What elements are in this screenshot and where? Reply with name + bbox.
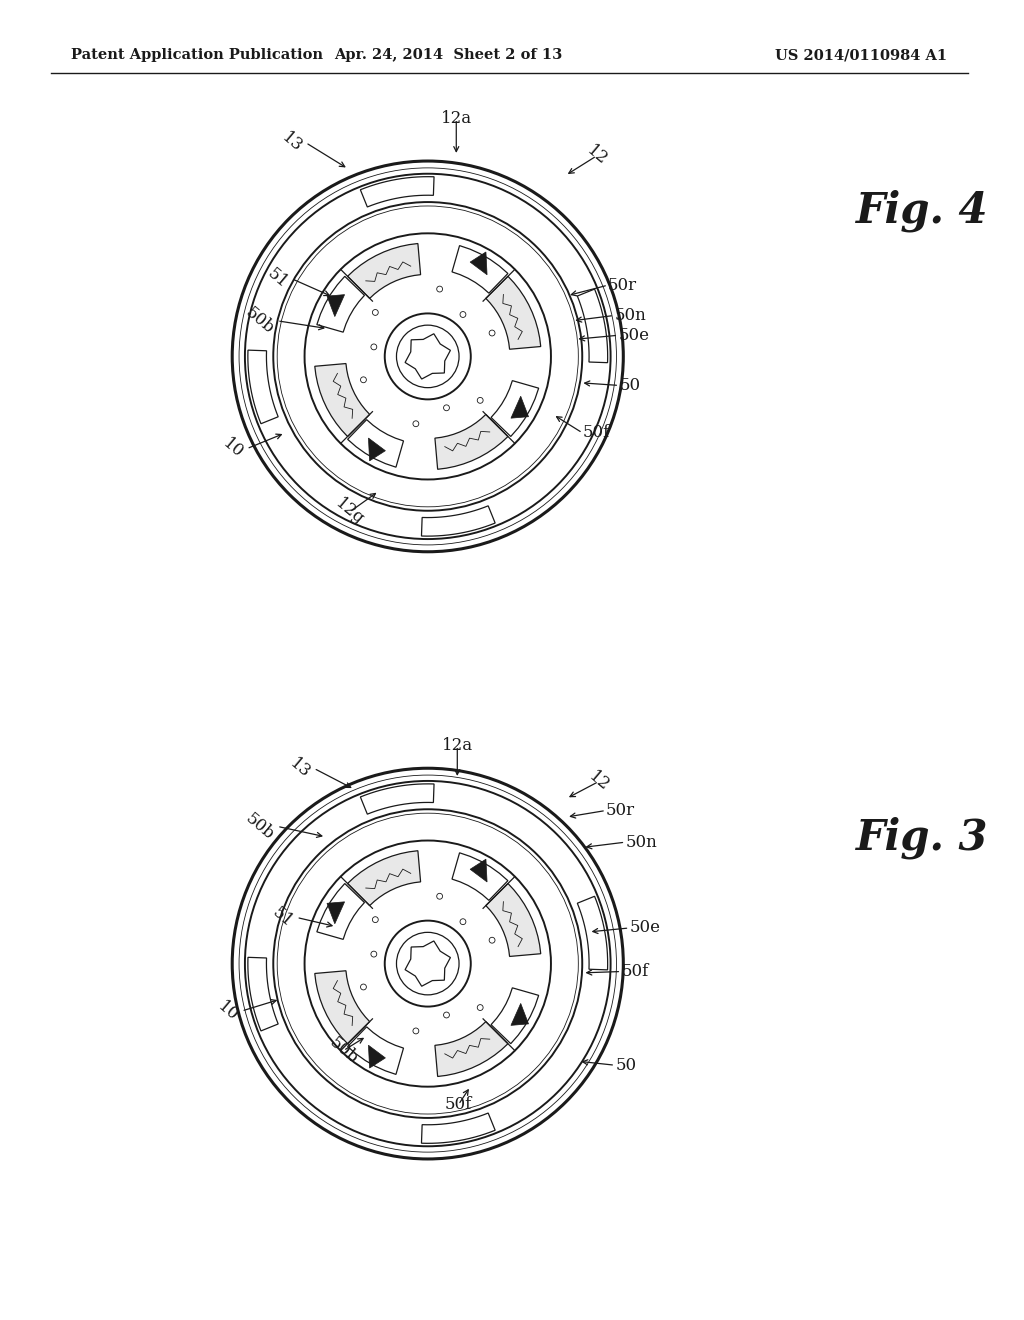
Ellipse shape [245, 174, 610, 539]
Polygon shape [406, 941, 451, 986]
Text: 50f: 50f [444, 1097, 472, 1113]
Polygon shape [470, 252, 487, 275]
Text: 12a: 12a [440, 111, 472, 127]
Polygon shape [422, 506, 496, 536]
Ellipse shape [396, 932, 459, 995]
Text: 50n: 50n [614, 308, 646, 323]
Polygon shape [248, 957, 279, 1031]
Polygon shape [406, 334, 451, 379]
Ellipse shape [360, 983, 367, 990]
Text: 50: 50 [620, 378, 640, 393]
Text: 13: 13 [287, 755, 313, 781]
Polygon shape [492, 987, 539, 1044]
Ellipse shape [413, 421, 419, 426]
Text: Fig. 3: Fig. 3 [855, 817, 988, 859]
Ellipse shape [373, 309, 378, 315]
Polygon shape [511, 1003, 528, 1026]
Text: 51: 51 [269, 904, 296, 931]
Polygon shape [316, 883, 365, 940]
Ellipse shape [371, 952, 377, 957]
Polygon shape [435, 414, 508, 470]
Ellipse shape [477, 1005, 483, 1011]
Ellipse shape [273, 809, 583, 1118]
Polygon shape [492, 380, 539, 437]
Text: 13: 13 [279, 129, 305, 156]
Text: 50e: 50e [618, 327, 649, 343]
Text: 50f: 50f [622, 964, 648, 979]
Polygon shape [327, 902, 345, 924]
Polygon shape [314, 970, 370, 1044]
Polygon shape [578, 896, 607, 970]
Polygon shape [314, 363, 370, 437]
Text: US 2014/0110984 A1: US 2014/0110984 A1 [775, 49, 947, 62]
Text: 10: 10 [214, 998, 242, 1024]
Polygon shape [452, 853, 508, 900]
Polygon shape [248, 350, 279, 424]
Ellipse shape [273, 202, 583, 511]
Ellipse shape [436, 286, 442, 292]
Polygon shape [470, 859, 487, 882]
Ellipse shape [443, 405, 450, 411]
Polygon shape [347, 850, 421, 906]
Polygon shape [452, 246, 508, 293]
Polygon shape [327, 294, 345, 317]
Ellipse shape [360, 376, 367, 383]
Text: 51: 51 [264, 265, 291, 292]
Ellipse shape [489, 937, 495, 944]
Text: 50r: 50r [608, 277, 637, 293]
Polygon shape [485, 276, 541, 350]
Ellipse shape [460, 919, 466, 924]
Ellipse shape [304, 841, 551, 1086]
Ellipse shape [477, 397, 483, 404]
Ellipse shape [371, 345, 377, 350]
Text: 12: 12 [584, 143, 610, 169]
Text: 12g: 12g [332, 495, 367, 529]
Text: 12: 12 [586, 768, 612, 795]
Text: Fig. 4: Fig. 4 [855, 190, 988, 232]
Text: 50f: 50f [583, 425, 610, 441]
Polygon shape [511, 396, 528, 418]
Text: 10: 10 [219, 436, 247, 462]
Ellipse shape [413, 1028, 419, 1034]
Ellipse shape [245, 781, 610, 1146]
Polygon shape [485, 883, 541, 957]
Ellipse shape [489, 330, 495, 337]
Polygon shape [316, 276, 365, 333]
Polygon shape [422, 1113, 496, 1143]
Ellipse shape [304, 234, 551, 479]
Ellipse shape [373, 916, 378, 923]
Text: 12a: 12a [441, 738, 473, 754]
Ellipse shape [460, 312, 466, 317]
Ellipse shape [396, 325, 459, 388]
Text: 50n: 50n [626, 834, 657, 850]
Polygon shape [369, 438, 385, 461]
Polygon shape [347, 243, 421, 298]
Text: 50b: 50b [326, 1034, 360, 1068]
Text: Patent Application Publication: Patent Application Publication [72, 49, 324, 62]
Ellipse shape [385, 920, 471, 1007]
Polygon shape [347, 420, 403, 467]
Text: 50e: 50e [630, 920, 660, 936]
Polygon shape [360, 177, 434, 207]
Text: Apr. 24, 2014  Sheet 2 of 13: Apr. 24, 2014 Sheet 2 of 13 [334, 49, 562, 62]
Polygon shape [347, 1027, 403, 1074]
Polygon shape [435, 1022, 508, 1077]
Text: 50b: 50b [242, 809, 278, 843]
Text: 50b: 50b [242, 304, 278, 338]
Polygon shape [369, 1045, 385, 1068]
Ellipse shape [385, 313, 471, 400]
Ellipse shape [436, 894, 442, 899]
Text: 50r: 50r [606, 803, 635, 818]
Text: 50: 50 [615, 1057, 636, 1073]
Ellipse shape [443, 1012, 450, 1018]
Polygon shape [360, 784, 434, 814]
Polygon shape [578, 289, 607, 363]
